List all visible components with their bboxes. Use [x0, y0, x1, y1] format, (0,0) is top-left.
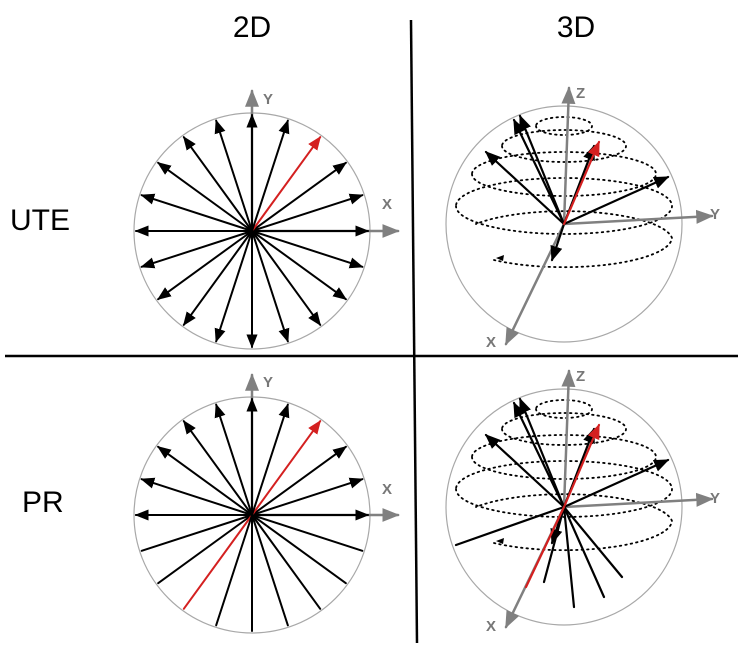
spoke: [140, 230, 253, 269]
ute-2d-y-label: Y: [263, 91, 273, 108]
highlighted-spoke: [562, 140, 601, 226]
spoke: [251, 161, 347, 232]
spoke: [562, 175, 670, 226]
spiral-arrowhead: [496, 538, 504, 544]
spoke: [140, 477, 253, 516]
spiral-arrowhead: [496, 255, 504, 261]
dotted-spiral: [455, 177, 673, 235]
spoke: [214, 119, 253, 232]
spoke: [157, 161, 253, 232]
pr-2d-x-label: X: [382, 481, 392, 498]
spoke: [251, 445, 347, 516]
sphere-outline: [445, 388, 683, 626]
spoke: [251, 230, 364, 269]
dotted-spiral: [535, 399, 593, 419]
x-axis: [504, 222, 566, 346]
dotted-spiral: [475, 210, 673, 269]
spoke: [512, 401, 566, 509]
diameter-tail: [454, 505, 566, 547]
spoke: [550, 222, 566, 262]
spoke: [214, 403, 253, 516]
panel-pr-3d: [445, 369, 714, 629]
diameter-tail: [215, 514, 253, 627]
pr-3d-y-label: Y: [710, 490, 720, 507]
z-axis: [561, 86, 576, 226]
highlighted-diameter-tail: [524, 505, 566, 589]
highlighted-spoke: [251, 420, 322, 516]
spoke: [214, 230, 253, 343]
pr-2d-y-label: Y: [263, 374, 273, 391]
diameter-tail: [157, 514, 253, 585]
spoke: [518, 397, 566, 509]
spoke: [140, 193, 253, 232]
spoke: [251, 477, 364, 516]
diameter-tail: [251, 514, 289, 627]
z-axis: [561, 369, 576, 509]
spoke: [251, 230, 347, 301]
spoke: [251, 230, 290, 343]
diameter-tail: [562, 505, 606, 599]
spoke: [182, 136, 253, 232]
diameter-tail: [542, 505, 566, 584]
dotted-spiral: [455, 460, 673, 518]
diameter-tail: [251, 514, 347, 585]
pr-3d-x-label: X: [486, 618, 496, 635]
ute-3d-y-label: Y: [710, 206, 720, 223]
row-label-ute: UTE: [10, 204, 70, 237]
diameter-tail: [251, 514, 322, 610]
highlighted-spoke: [251, 136, 322, 232]
spoke: [484, 433, 566, 509]
spoke: [562, 458, 670, 509]
spoke: [251, 119, 290, 232]
dotted-spiral: [475, 493, 673, 552]
vertical-divider: [409, 19, 419, 644]
pr-3d-z-label: Z: [576, 368, 585, 385]
dotted-spiral: [471, 434, 657, 480]
header-3d: 3D: [557, 11, 595, 44]
highlighted-spoke: [562, 423, 601, 509]
diameter-tail: [562, 505, 576, 609]
spoke: [512, 118, 566, 226]
highlighted-diameter-tail: [182, 514, 253, 610]
diameter-tail: [140, 514, 253, 552]
header-2d: 2D: [233, 11, 271, 44]
dotted-spiral: [471, 151, 657, 197]
y-axis: [562, 492, 714, 509]
ute-2d-x-label: X: [382, 196, 392, 213]
spoke: [251, 230, 322, 326]
spoke: [518, 114, 566, 226]
ute-3d-z-label: Z: [576, 85, 585, 102]
diameter-tail: [251, 514, 364, 552]
dotted-spiral: [501, 412, 627, 446]
diameter-tail: [562, 505, 624, 579]
spoke: [182, 420, 253, 516]
panel-pr-2d: [133, 373, 400, 634]
ute-3d-x-label: X: [486, 334, 496, 351]
spoke: [157, 230, 253, 301]
spoke: [182, 230, 253, 326]
panel-ute-3d: [445, 86, 714, 346]
panel-ute-2d: [133, 89, 400, 350]
spoke: [484, 150, 566, 226]
dotted-spiral: [501, 129, 627, 163]
spoke: [251, 403, 290, 516]
y-axis: [562, 209, 714, 226]
row-label-pr: PR: [22, 486, 64, 519]
dotted-spiral: [535, 116, 593, 136]
sphere-outline: [445, 105, 683, 343]
spoke: [157, 445, 253, 516]
spoke: [251, 193, 364, 232]
